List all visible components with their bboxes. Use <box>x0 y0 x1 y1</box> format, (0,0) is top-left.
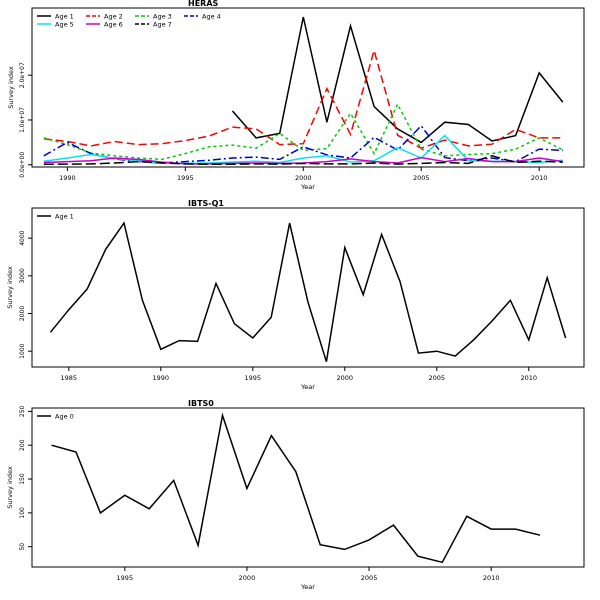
legend: Age 1 <box>37 212 74 220</box>
x-tick-label: 1995 <box>245 374 262 382</box>
y-tick-label: 4000 <box>19 230 26 245</box>
y-axis-label: Survey index <box>6 466 14 509</box>
plot-frame <box>31 7 585 168</box>
y-axis-label: Survey index <box>6 266 14 309</box>
chart-panel-ibts0: IBTS0 1995 2000 2005 2010 50 100 150 200 250 Year S… <box>6 399 585 591</box>
y-tick-label: 1000 <box>19 343 26 358</box>
x-tick-label: 1990 <box>153 374 170 382</box>
chart-panel-heras: HERAS 1990 1995 2000 2005 2010 0.0e+00 1.0e+07 2… <box>7 0 585 191</box>
y-tick-label: 250 <box>19 405 26 417</box>
chart-title: HERAS <box>188 0 219 8</box>
y-tick-label: 100 <box>19 507 26 519</box>
y-tick-label: 0.0e+00 <box>19 152 26 178</box>
y-tick-label: 3000 <box>19 268 26 283</box>
legend-label: Age 5 <box>55 20 74 28</box>
x-tick-label: 2000 <box>337 374 354 382</box>
legend-label: Age 4 <box>202 12 221 20</box>
legend-label: Age 0 <box>55 412 74 420</box>
x-tick-label: 2010 <box>483 574 500 582</box>
x-tick-label: 2000 <box>295 174 312 182</box>
chart-title: IBTS0 <box>188 399 214 408</box>
legend: Age 0 <box>37 412 74 420</box>
plot-frame <box>31 207 585 368</box>
y-tick-label: 50 <box>19 543 26 551</box>
x-tick-label: 1995 <box>177 174 194 182</box>
plot-frame <box>31 407 585 568</box>
y-tick-label: 1.0e+07 <box>19 107 26 133</box>
y-tick-label: 2000 <box>19 306 26 321</box>
legend: Age 1 Age 2 Age 3 Age 4 Age 5 Age 6 Age 7 <box>37 12 221 28</box>
series-line-age-1 <box>49 221 567 362</box>
x-tick-label: 2005 <box>429 374 446 382</box>
x-tick-label: 2010 <box>531 174 548 182</box>
y-axis-label: Survey index <box>7 66 15 109</box>
y-tick-label: 200 <box>19 439 26 451</box>
chart-panel-ibts-q1: IBTS-Q1 1985 1990 1995 2000 2005 2010 1000 2000 3… <box>6 199 585 391</box>
legend-label: Age 7 <box>153 20 172 28</box>
x-tick-label: 1990 <box>59 174 76 182</box>
x-tick-label: 2005 <box>361 574 378 582</box>
series-line-age-1 <box>231 16 564 144</box>
x-tick-label: 2000 <box>239 574 256 582</box>
series-line-age-2 <box>43 47 563 150</box>
legend-label: Age 1 <box>55 12 74 20</box>
x-tick-label: 1995 <box>117 574 134 582</box>
x-axis-label: Year <box>300 183 315 191</box>
x-tick-label: 2010 <box>521 374 538 382</box>
series-line-age-0 <box>51 412 541 564</box>
legend-label: Age 6 <box>104 20 123 28</box>
x-tick-label: 1985 <box>61 374 78 382</box>
y-tick-label: 150 <box>19 473 26 485</box>
legend-label: Age 1 <box>55 212 74 220</box>
series-line-age-3 <box>43 102 564 161</box>
x-axis-label: Year <box>300 583 315 591</box>
y-tick-label: 2.0e+07 <box>19 62 26 88</box>
x-axis-label: Year <box>300 383 315 391</box>
chart-title: IBTS-Q1 <box>188 199 224 208</box>
x-tick-label: 2005 <box>413 174 430 182</box>
series-line-age-5 <box>43 134 563 165</box>
legend-label: Age 3 <box>153 12 172 20</box>
legend-label: Age 2 <box>104 12 123 20</box>
series-line-age-7 <box>43 155 563 166</box>
